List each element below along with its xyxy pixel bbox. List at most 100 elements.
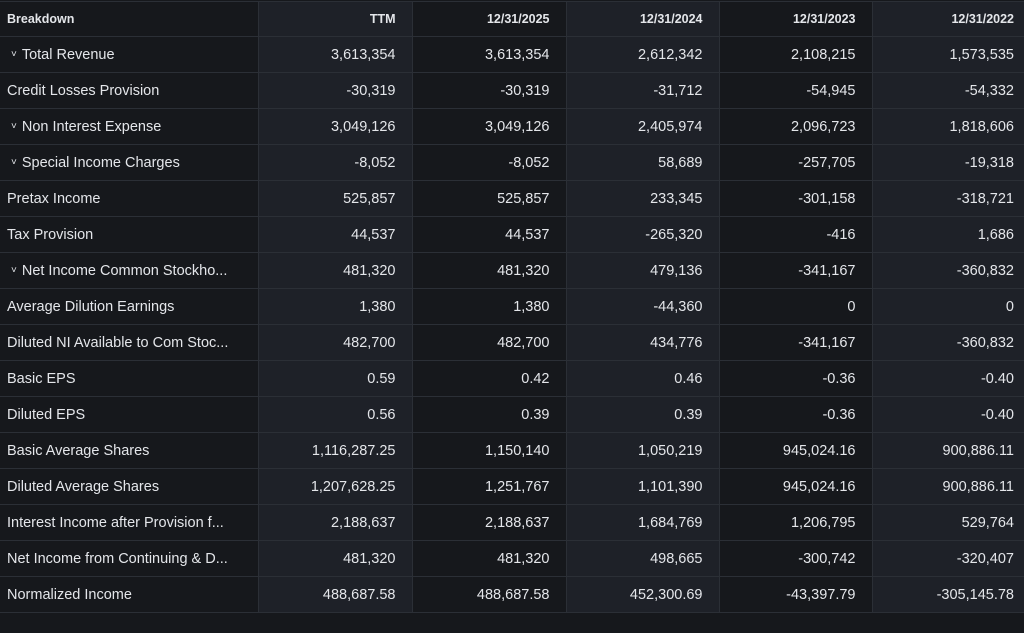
value-cell: 1,380: [258, 288, 413, 325]
row-label-cell: Tax Provision: [0, 216, 259, 253]
value-cell: 945,024.16: [719, 468, 873, 505]
row-label: Average Dilution Earnings: [7, 298, 175, 315]
row-label-cell: Normalized Income: [0, 576, 259, 613]
row-label-cell: Average Dilution Earnings: [0, 288, 259, 325]
table-row: Pretax Income 525,857 525,857 233,345 -301,1…: [0, 180, 1024, 217]
value-cell: -19,318: [872, 144, 1024, 181]
value-cell: 2,096,723: [719, 108, 873, 145]
value-cell: -0.40: [872, 396, 1024, 433]
value-cell: 44,537: [258, 216, 413, 253]
value-cell: 2,612,342: [566, 36, 720, 73]
value-cell: 3,049,126: [412, 108, 567, 145]
value-cell: -341,167: [719, 324, 873, 361]
value-cell: 1,380: [412, 288, 567, 325]
table-row: Tax Provision 44,537 44,537 -265,320 -416 1,6…: [0, 216, 1024, 253]
row-label-cell[interactable]: ˅ Total Revenue: [0, 36, 259, 73]
row-label-cell[interactable]: ˅ Non Interest Expense: [0, 108, 259, 145]
chevron-down-icon[interactable]: ˅: [11, 264, 17, 276]
value-cell: 0: [872, 288, 1024, 325]
row-label: Credit Losses Provision: [7, 82, 160, 99]
row-label-cell[interactable]: ˅ Special Income Charges: [0, 144, 259, 181]
value-cell: -8,052: [412, 144, 567, 181]
value-cell: 900,886.11: [872, 468, 1024, 505]
value-cell: 44,537: [412, 216, 567, 253]
table-row[interactable]: ˅ Special Income Charges -8,052 -8,052 58,68…: [0, 144, 1024, 181]
row-label: Tax Provision: [7, 226, 94, 243]
row-label-cell[interactable]: ˅ Net Income Common Stockho...: [0, 252, 259, 289]
row-label-cell: Basic EPS: [0, 360, 259, 397]
value-cell: -341,167: [719, 252, 873, 289]
table-row: Interest Income after Provision f... 2,18…: [0, 504, 1024, 541]
row-label-cell: Diluted NI Available to Com Stoc...: [0, 324, 259, 361]
table-row[interactable]: ˅ Total Revenue 3,613,354 3,613,354 2,612,34…: [0, 36, 1024, 73]
value-cell: 2,405,974: [566, 108, 720, 145]
value-cell: 1,116,287.25: [258, 432, 413, 469]
row-label: Diluted EPS: [7, 406, 86, 423]
value-cell: -44,360: [566, 288, 720, 325]
value-cell: 1,573,535: [872, 36, 1024, 73]
value-cell: 0.39: [566, 396, 720, 433]
value-cell: 233,345: [566, 180, 720, 217]
row-label: Diluted Average Shares: [7, 478, 160, 495]
table-row[interactable]: ˅ Non Interest Expense 3,049,126 3,049,126 2…: [0, 108, 1024, 145]
value-cell: -8,052: [258, 144, 413, 181]
value-cell: 3,049,126: [258, 108, 413, 145]
row-label-cell: Diluted Average Shares: [0, 468, 259, 505]
value-cell: -43,397.79: [719, 576, 873, 613]
value-cell: -0.40: [872, 360, 1024, 397]
row-label-cell: Pretax Income: [0, 180, 259, 217]
value-cell: 481,320: [258, 252, 413, 289]
value-cell: -360,832: [872, 252, 1024, 289]
row-label: Total Revenue: [21, 46, 115, 63]
value-cell: 58,689: [566, 144, 720, 181]
chevron-down-icon[interactable]: ˅: [11, 120, 17, 132]
value-cell: 488,687.58: [412, 576, 567, 613]
value-cell: 1,150,140: [412, 432, 567, 469]
value-cell: 482,700: [412, 324, 567, 361]
table-row: Net Income from Continuing & D... 481,320…: [0, 540, 1024, 577]
value-cell: -300,742: [719, 540, 873, 577]
header-breakdown: Breakdown: [0, 1, 259, 37]
value-cell: 525,857: [258, 180, 413, 217]
chevron-down-icon[interactable]: ˅: [11, 156, 17, 168]
value-cell: 1,050,219: [566, 432, 720, 469]
row-label-cell: Basic Average Shares: [0, 432, 259, 469]
value-cell: 1,101,390: [566, 468, 720, 505]
row-label-cell: Net Income from Continuing & D...: [0, 540, 259, 577]
header-column-2: 12/31/2024: [566, 1, 720, 37]
value-cell: 2,188,637: [412, 504, 567, 541]
table-row[interactable]: ˅ Net Income Common Stockho... 481,320 481,…: [0, 252, 1024, 289]
value-cell: 0.59: [258, 360, 413, 397]
value-cell: 1,686: [872, 216, 1024, 253]
row-label: Basic Average Shares: [7, 442, 150, 459]
table-body: ˅ Total Revenue 3,613,354 3,613,354 2,612,34…: [0, 36, 1024, 613]
value-cell: -54,945: [719, 72, 873, 109]
header-column-1: 12/31/2025: [412, 1, 567, 37]
row-label: Normalized Income: [7, 586, 132, 603]
row-label: Basic EPS: [7, 370, 76, 387]
table-row: Normalized Income 488,687.58 488,687.58 452…: [0, 576, 1024, 613]
value-cell: -30,319: [412, 72, 567, 109]
value-cell: -360,832: [872, 324, 1024, 361]
chevron-down-icon[interactable]: ˅: [11, 48, 17, 60]
row-label-cell: Interest Income after Provision f...: [0, 504, 259, 541]
value-cell: -54,332: [872, 72, 1024, 109]
value-cell: 482,700: [258, 324, 413, 361]
value-cell: -320,407: [872, 540, 1024, 577]
header-column-4: 12/31/2022: [872, 1, 1024, 37]
value-cell: -416: [719, 216, 873, 253]
row-label: Net Income from Continuing & D...: [7, 550, 228, 567]
value-cell: -265,320: [566, 216, 720, 253]
value-cell: 900,886.11: [872, 432, 1024, 469]
value-cell: -305,145.78: [872, 576, 1024, 613]
value-cell: 3,613,354: [258, 36, 413, 73]
value-cell: -301,158: [719, 180, 873, 217]
income-statement-table: Breakdown TTM 12/31/2025 12/31/2024 12/31/2…: [0, 1, 1024, 613]
table-row: Credit Losses Provision -30,319 -30,319 -31…: [0, 72, 1024, 109]
table-row: Diluted EPS 0.56 0.39 0.39 -0.36 -0.40: [0, 396, 1024, 433]
value-cell: -257,705: [719, 144, 873, 181]
value-cell: 452,300.69: [566, 576, 720, 613]
value-cell: 945,024.16: [719, 432, 873, 469]
header-column-0: TTM: [258, 1, 413, 37]
value-cell: 1,206,795: [719, 504, 873, 541]
